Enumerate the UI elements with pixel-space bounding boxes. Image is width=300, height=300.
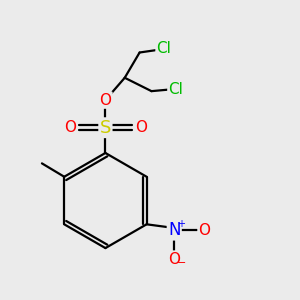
Text: O: O [168, 252, 180, 267]
Text: O: O [99, 93, 111, 108]
Text: S: S [100, 119, 111, 137]
Text: O: O [199, 223, 211, 238]
Text: O: O [64, 120, 76, 135]
Text: Cl: Cl [157, 41, 171, 56]
Text: N: N [168, 221, 181, 239]
Text: O: O [135, 120, 147, 135]
Text: Cl: Cl [168, 82, 183, 97]
Text: +: + [177, 219, 185, 229]
Text: −: − [177, 258, 186, 268]
